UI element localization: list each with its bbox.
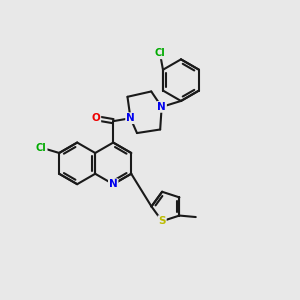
Text: N: N — [157, 102, 166, 112]
Text: S: S — [158, 216, 166, 226]
Text: O: O — [92, 113, 100, 123]
Text: N: N — [109, 179, 118, 189]
Text: Cl: Cl — [154, 48, 165, 59]
Text: N: N — [126, 113, 135, 123]
Text: Cl: Cl — [36, 142, 47, 153]
